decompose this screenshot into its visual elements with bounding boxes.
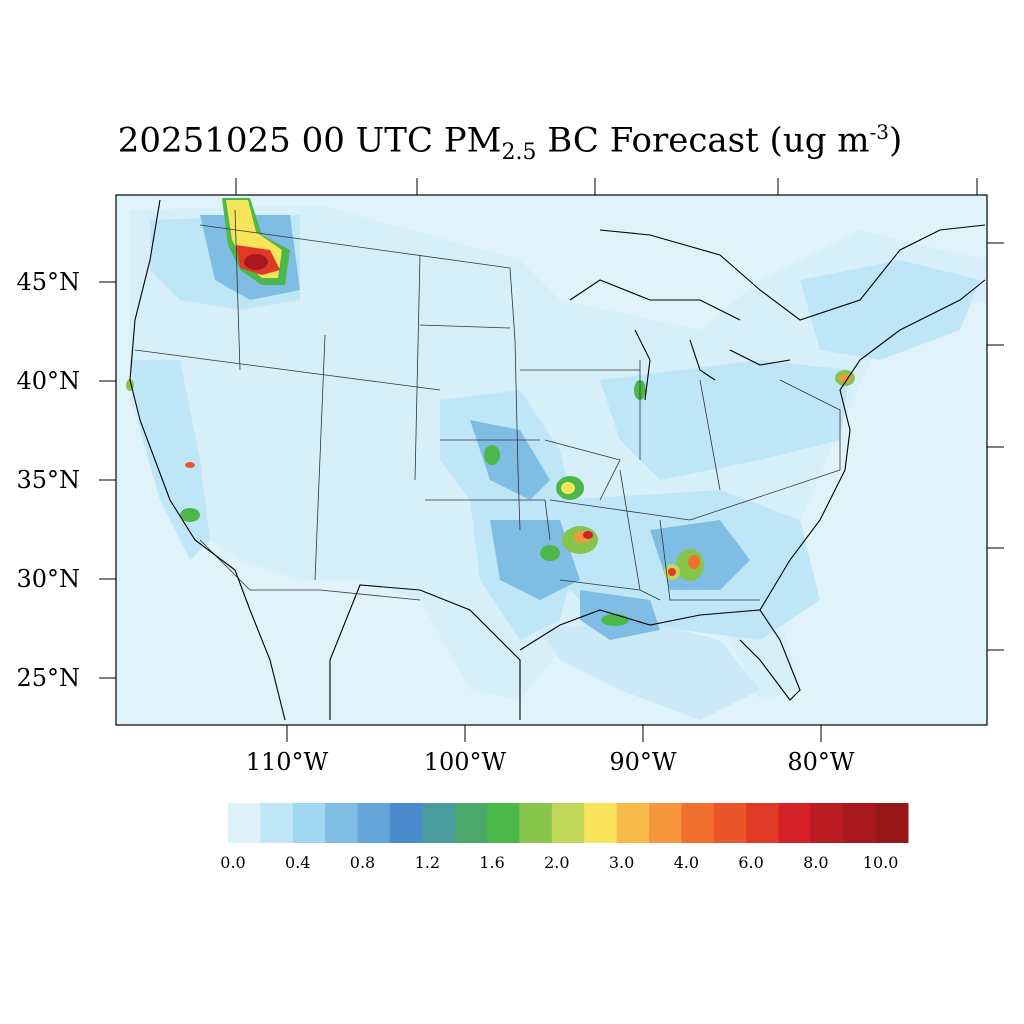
lat-label: 35°N [16,466,80,494]
colorbar-swatch [648,803,682,843]
title-subscript: 2.5 [501,140,537,166]
colorbar-swatch [292,803,326,843]
colorbar-swatch [228,803,261,843]
coastline [129,199,986,721]
map-frame [115,194,988,726]
nyc-core [839,374,851,382]
colorbar-swatch [875,803,909,843]
colorbar-swatch [519,803,553,843]
lat-label: 45°N [16,268,80,296]
colorbar-tick-label: 3.0 [609,853,634,872]
colorbar-tick-label: 10.0 [863,853,899,872]
mississippi-core [668,568,676,576]
frame-ticks [99,178,1004,742]
east-texas-hotspot [540,545,560,561]
lon-label: 80°W [787,748,855,776]
longitude-labels: 110°W 100°W 90°W 80°W [246,748,855,776]
title-text: 20251025 00 UTC PM [117,120,502,161]
colorbar-swatch [616,803,650,843]
lon-label: 90°W [609,748,677,776]
title-superscript: -3 [869,120,890,144]
colorbar-tick-label: 0.4 [285,853,310,872]
colorbar-tick-label: 0.0 [220,853,245,872]
oklahoma-texas-blob [490,520,580,600]
colorbar-swatch [584,803,618,843]
lat-label: 30°N [16,565,80,593]
colorbar-tick-label: 1.6 [479,853,504,872]
new-orleans-hotspot [601,614,629,626]
colorbar-tick-label: 0.8 [350,853,375,872]
colorbar-swatch [681,803,715,843]
gulf-plume [540,620,760,720]
colorbar-tick-label: 4.0 [674,853,699,872]
louisiana-peak [583,531,593,539]
colorbar-swatch [713,803,747,843]
lat-label: 25°N [16,664,80,692]
colorbar-swatch [454,803,488,843]
central-valley-core [185,462,195,468]
colorbar-swatch [325,803,359,843]
arkansas-core [561,482,575,494]
colorbar-swatch [778,803,812,843]
colorbar [228,803,909,843]
latitude-labels: 45°N 40°N 35°N 30°N 25°N [16,268,80,692]
lon-label: 110°W [246,748,329,776]
colorbar-swatch [357,803,391,843]
colorbar-swatch [746,803,779,843]
ohio-valley-plume [600,360,850,480]
lat-label: 40°N [16,367,80,395]
concentration-field [126,198,985,720]
title-text-units: BC Forecast (ug m [536,120,870,161]
lon-label: 100°W [424,748,507,776]
title-close: ) [889,120,903,161]
colorbar-swatch [487,803,520,843]
la-hotspot [180,508,200,522]
wildfire-peak [244,254,268,270]
colorbar-swatch [422,803,456,843]
colorbar-tick-label: 1.2 [415,853,440,872]
colorbar-labels: 0.0 0.4 0.8 1.2 1.6 2.0 3.0 4.0 6.0 8.0 10.0 [220,853,898,872]
colorbar-swatch [260,803,294,843]
colorbar-swatch [843,803,877,843]
map-title: 20251025 00 UTC PM2.5 BC Forecast (ug m-… [0,120,1024,165]
colorbar-tick-label: 8.0 [803,853,828,872]
oklahoma-hotspot [484,445,500,465]
colorbar-swatch [389,803,423,843]
state-boundaries [134,209,841,601]
colorbar-tick-label: 2.0 [544,853,569,872]
colorbar-tick-label: 6.0 [738,853,763,872]
alabama-core [688,555,700,569]
colorbar-swatch [551,803,585,843]
colorbar-swatch [810,803,844,843]
northeast-plume [800,260,980,360]
